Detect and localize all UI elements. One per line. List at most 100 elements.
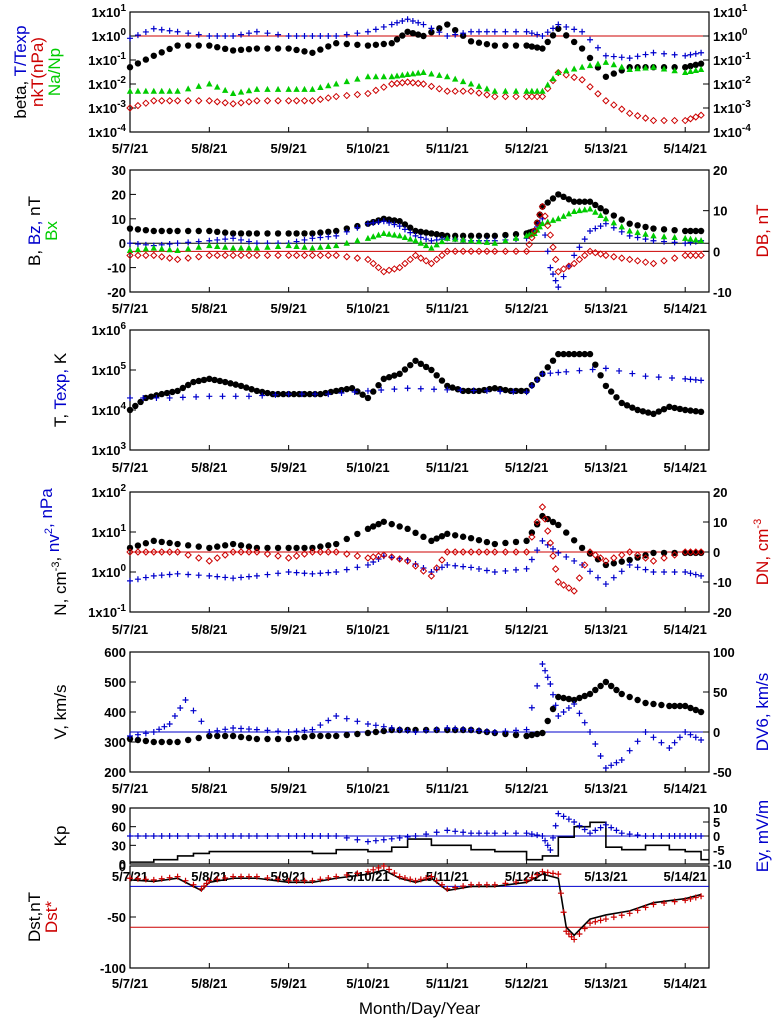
data-point-bx <box>618 223 625 230</box>
data-point-ttexp <box>275 31 282 38</box>
data-point-dn <box>565 584 573 592</box>
data-point-nanp <box>594 60 602 67</box>
data-point-dst <box>253 873 260 880</box>
data-point-ey <box>513 830 519 837</box>
y-tick-label: 1x100 <box>92 27 127 44</box>
data-point-dst <box>661 899 668 906</box>
data-point-bz <box>555 284 562 291</box>
data-point-b <box>642 223 649 231</box>
data-point-t <box>211 376 218 384</box>
data-point-v <box>184 736 192 744</box>
data-point-dst <box>391 870 398 877</box>
data-point-bx <box>142 245 150 252</box>
data-point-dv6 <box>171 713 178 719</box>
data-point-ttexp <box>253 28 260 35</box>
data-point-n <box>412 529 419 537</box>
data-point-texp <box>539 370 546 377</box>
data-point-db <box>551 255 560 264</box>
data-point-nanp <box>399 71 406 78</box>
data-point-ey <box>544 842 551 849</box>
data-point-nv2 <box>602 581 609 588</box>
data-point-dv6 <box>460 726 467 733</box>
data-point-n <box>512 538 520 546</box>
data-point-nanp <box>253 85 261 92</box>
data-point-nanp <box>444 73 451 80</box>
data-point-bz <box>571 252 578 259</box>
data-point-bz <box>581 236 588 243</box>
data-point-ey <box>692 833 699 839</box>
data-point-dst <box>230 873 237 880</box>
data-point-ey <box>528 831 535 838</box>
data-point-db <box>641 258 650 266</box>
data-point-nanp <box>502 87 509 94</box>
x-tick-label: 5/11/21 <box>426 460 469 475</box>
data-point-ey <box>671 833 678 839</box>
data-point-v <box>214 732 221 740</box>
data-point-bz <box>602 220 609 227</box>
data-point-bx <box>174 247 181 254</box>
data-point-dn <box>443 548 451 556</box>
y-axis-label-beta: beta, T/Texp <box>11 25 30 118</box>
data-point-t <box>264 389 271 397</box>
x-tick-label: 5/14/21 <box>664 141 707 156</box>
data-point-nanp <box>634 65 641 72</box>
data-point-n <box>237 542 245 549</box>
data-point-nanp <box>549 75 557 82</box>
y-axis-label-B: B, Bz, nT <box>25 196 44 266</box>
data-point-ey <box>134 833 141 839</box>
data-point-dv6 <box>534 682 541 689</box>
data-point-nktnpa <box>409 79 417 87</box>
data-point-v <box>301 733 308 741</box>
y-tick-label: 500 <box>104 675 126 690</box>
data-point-dv6 <box>206 729 213 735</box>
data-point-dv6 <box>698 737 705 743</box>
data-point-bz <box>626 232 633 239</box>
data-point-nv2 <box>333 569 340 575</box>
data-point-dv6 <box>317 722 324 729</box>
data-point-dv6 <box>539 661 546 667</box>
data-point-nanp <box>214 83 221 90</box>
data-point-nv2 <box>587 568 594 575</box>
data-point-t <box>428 366 435 374</box>
y-tick-label: 300 <box>104 735 126 750</box>
data-point-nv2 <box>502 567 509 574</box>
data-point-dst <box>158 875 165 882</box>
data-point-nanp <box>650 63 657 70</box>
data-point-db <box>670 254 679 262</box>
data-point-ey <box>676 833 683 839</box>
data-point-dst <box>433 877 440 884</box>
data-point-nktnpa <box>670 116 679 125</box>
data-point-t <box>444 382 451 390</box>
data-point-nktnpa <box>562 71 570 79</box>
data-point-dn <box>602 557 610 565</box>
data-point-ey <box>682 833 689 839</box>
data-point-dn <box>419 567 428 575</box>
data-point-nv2 <box>222 574 229 581</box>
data-point-ttexp <box>195 31 202 38</box>
data-point-dv6 <box>676 734 683 741</box>
data-point-nv2 <box>142 574 149 581</box>
y-tick-label: 30 <box>112 163 126 178</box>
y2-tick-label: 0 <box>713 725 720 740</box>
data-point-t <box>232 381 239 388</box>
data-point-nanp <box>142 87 150 94</box>
data-point-bx <box>126 247 134 254</box>
data-point-nv2 <box>671 569 678 575</box>
y2-tick-label: 0 <box>713 244 720 259</box>
data-point-bx <box>610 219 618 226</box>
x-tick-label: 5/8/21 <box>191 301 227 316</box>
data-point-dn <box>195 554 203 562</box>
data-point-t <box>629 404 636 411</box>
y-axis-label-beta: Na/Np <box>45 48 64 96</box>
data-point-beta <box>451 26 459 34</box>
data-point-nanp <box>333 80 340 87</box>
data-point-bz <box>195 238 202 245</box>
data-point-b <box>333 227 340 235</box>
panel-frame-beta <box>129 11 710 133</box>
y2-tick-label: 1x101 <box>713 3 748 20</box>
data-point-t <box>317 390 324 398</box>
data-point-b <box>385 216 393 223</box>
data-point-nanp <box>229 90 237 97</box>
data-point-t <box>592 361 599 368</box>
data-point-dn <box>591 551 600 559</box>
